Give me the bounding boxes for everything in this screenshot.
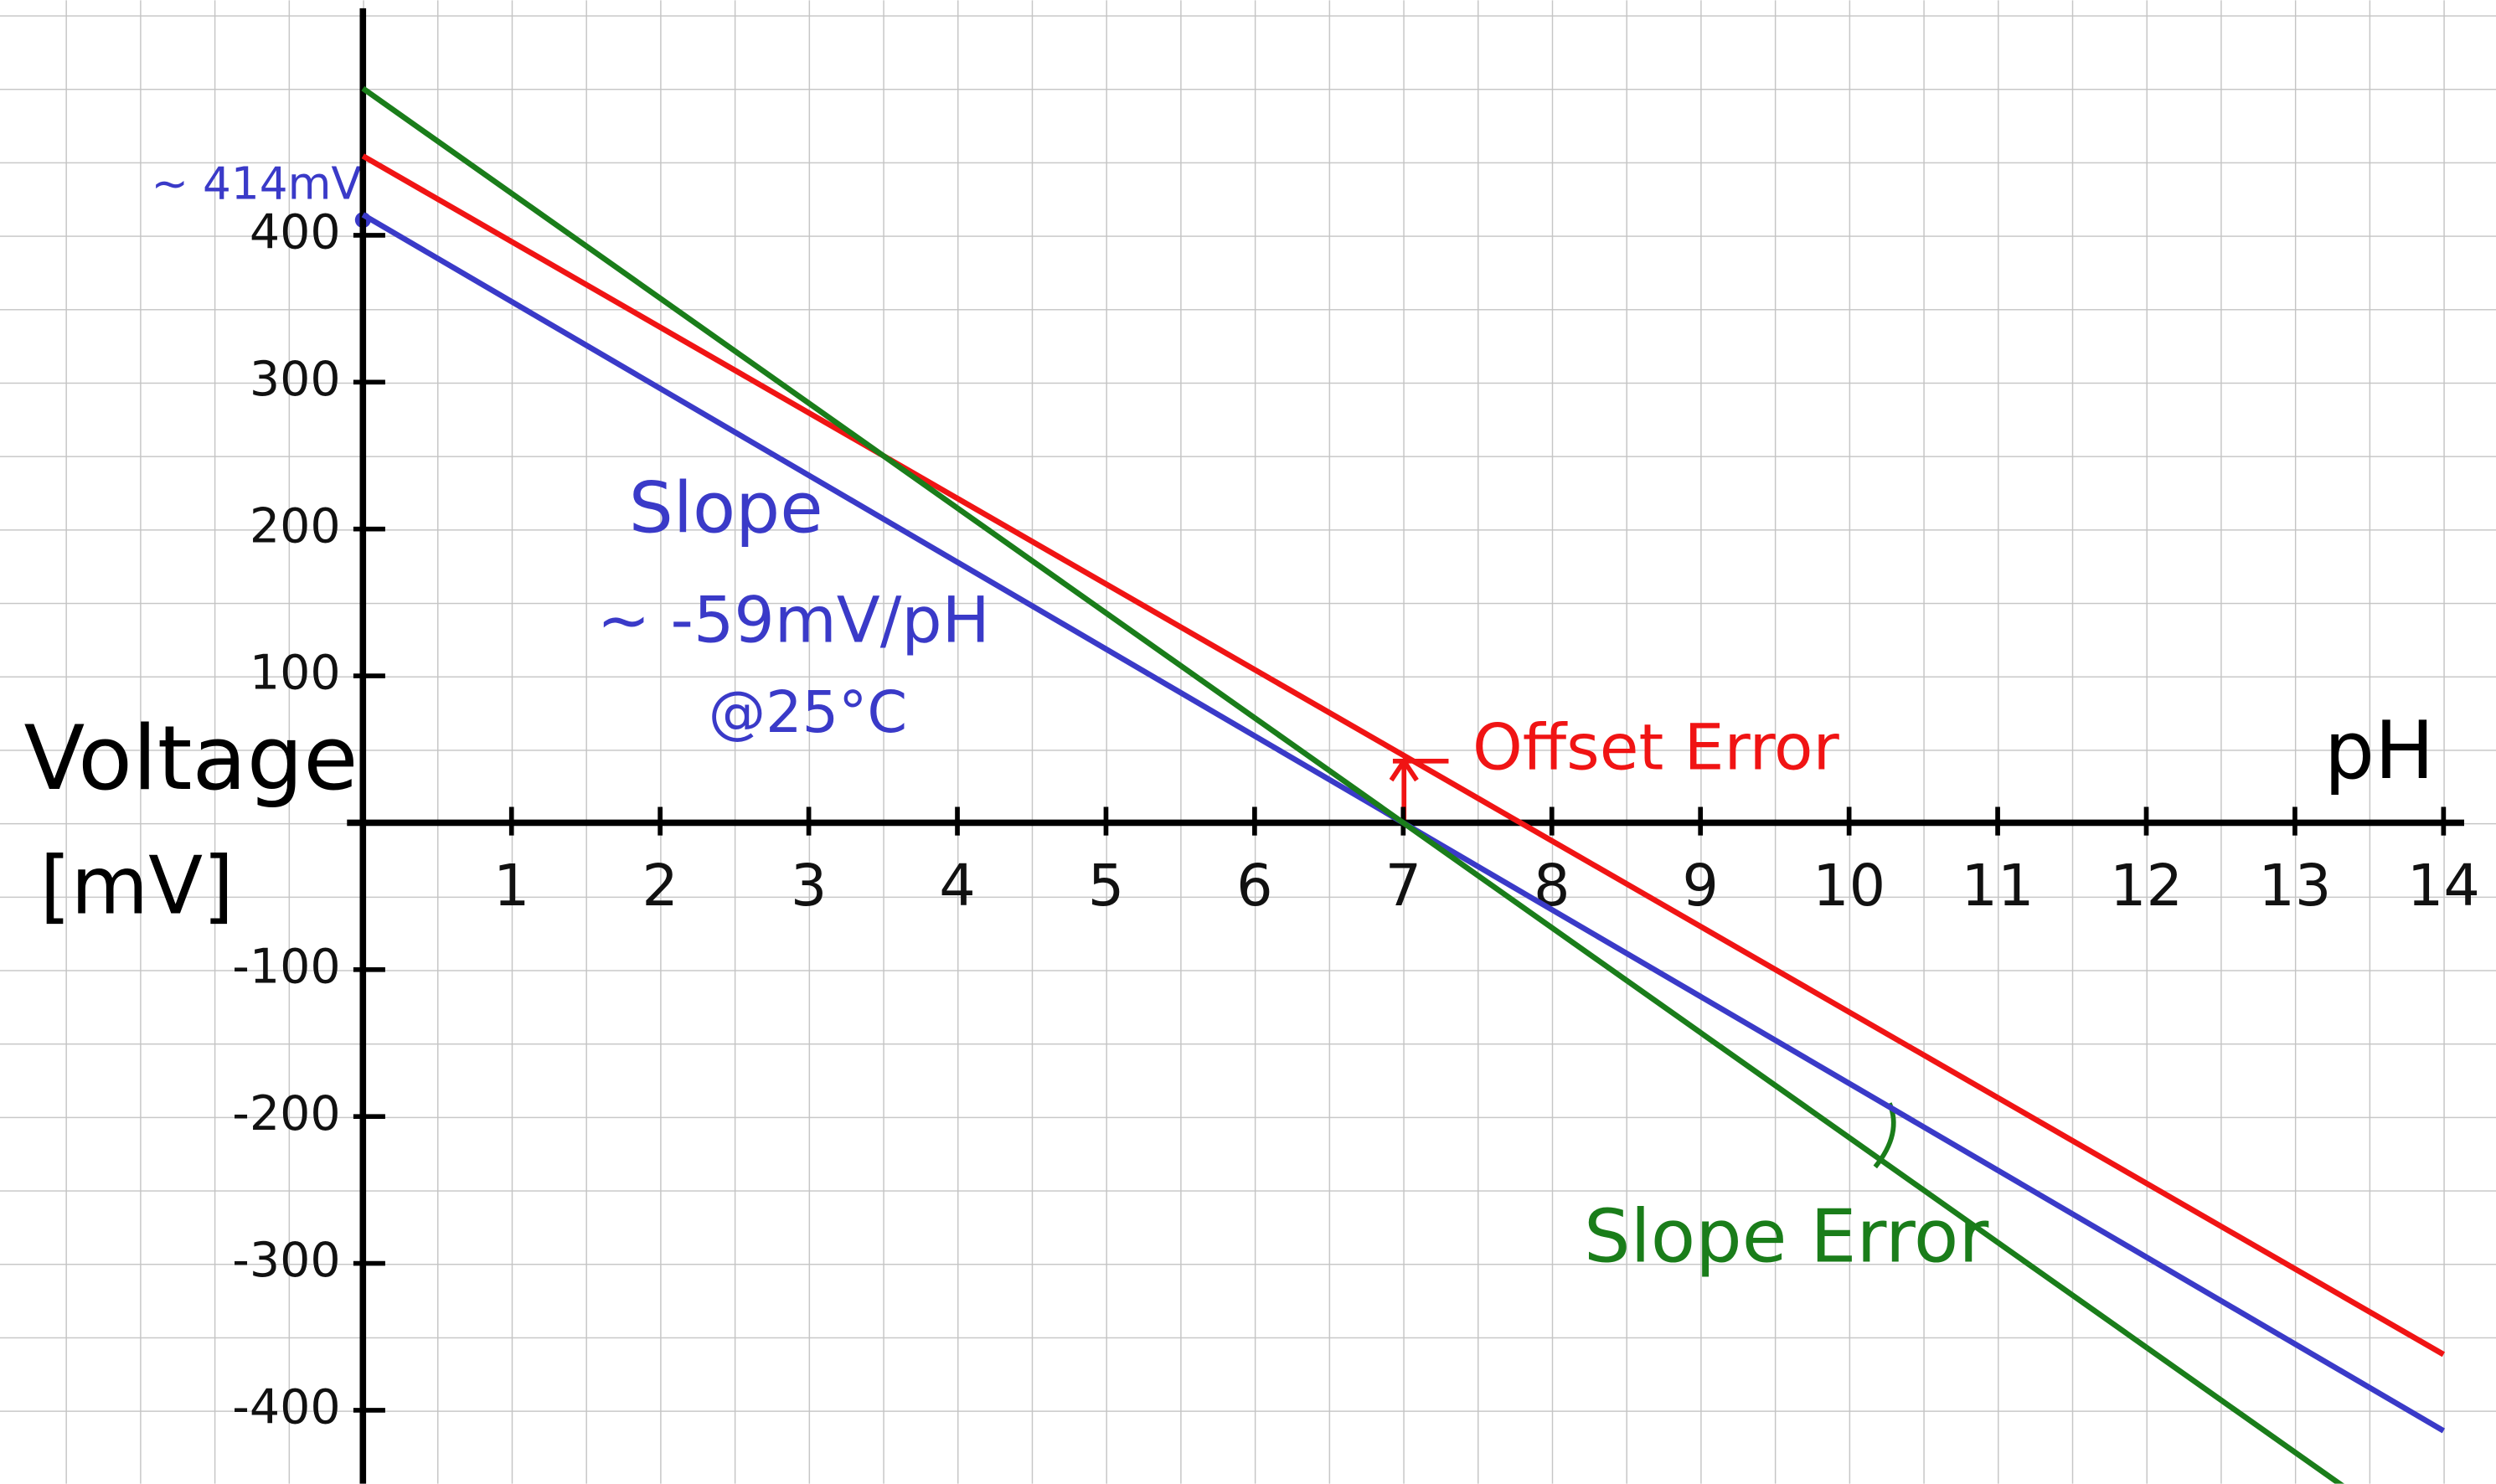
x-tick-label: 11 <box>1962 853 2034 920</box>
x-tick-label: 2 <box>642 853 678 920</box>
y-tick-label: -200 <box>232 1086 340 1141</box>
annotation: Slope <box>629 466 823 549</box>
annotation: Offset Error <box>1472 709 1840 784</box>
annotation: @25°C <box>709 680 907 746</box>
y-tick-label: -300 <box>232 1233 340 1288</box>
line <box>361 85 2344 1484</box>
x-tick-label: 12 <box>2110 853 2183 920</box>
annotation: ~ -59mV/pH <box>597 582 990 657</box>
x-tick-label: 1 <box>493 853 530 920</box>
x-axis-label: pH <box>2324 705 2435 797</box>
x-tick-label: 3 <box>791 853 828 920</box>
y-tick-label: 200 <box>250 498 341 554</box>
y-tick-label: 100 <box>250 646 341 701</box>
annotation: Slope Error <box>1584 1194 1988 1280</box>
x-tick-label: 6 <box>1236 853 1273 920</box>
x-tick-label: 9 <box>1682 853 1719 920</box>
y-axis-label: Voltage <box>24 707 358 811</box>
x-tick-label: 4 <box>939 853 976 920</box>
annotation: ~ 414mV <box>152 157 362 209</box>
y-tick-label: -400 <box>232 1380 340 1435</box>
y-tick-label: 300 <box>250 352 341 407</box>
x-tick-label: 10 <box>1813 853 1885 920</box>
x-tick-label: 14 <box>2407 853 2480 920</box>
y-tick-label: 400 <box>250 205 341 260</box>
line <box>361 153 2446 1358</box>
y-axis-unit: [mV] <box>40 841 235 933</box>
x-tick-label: 13 <box>2258 853 2331 920</box>
x-tick-label: 5 <box>1088 853 1125 920</box>
x-tick-label: 7 <box>1385 853 1422 920</box>
y-tick-label: -100 <box>232 939 340 994</box>
